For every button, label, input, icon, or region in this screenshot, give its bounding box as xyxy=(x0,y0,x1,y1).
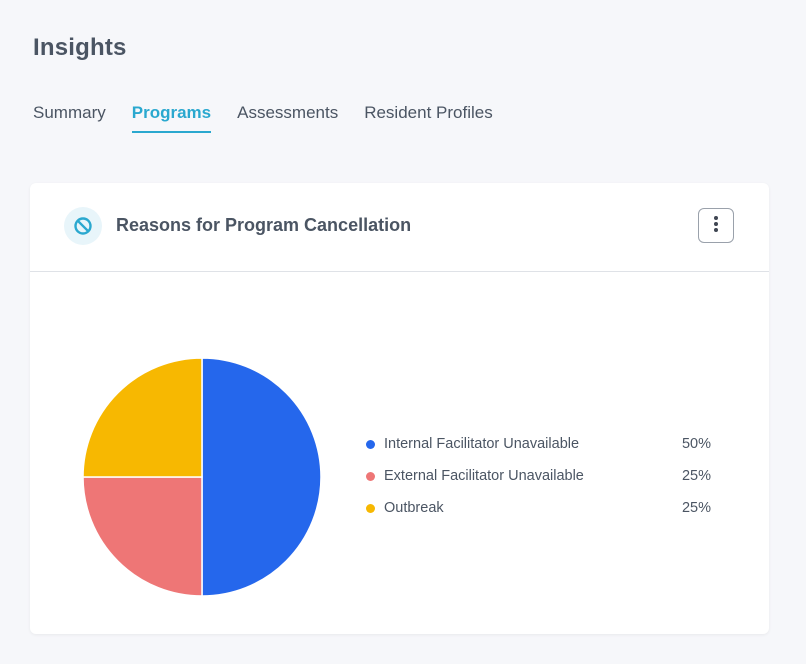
legend-item: External Facilitator Unavailable 25% xyxy=(366,460,711,492)
kebab-menu-icon xyxy=(713,215,719,236)
pie-chart xyxy=(82,357,322,602)
tab-programs[interactable]: Programs xyxy=(131,103,212,133)
program-cancellation-card: Reasons for Program Cancellation Interna… xyxy=(30,183,769,634)
legend-label: Internal Facilitator Unavailable xyxy=(384,436,580,452)
legend-value: 25% xyxy=(681,500,711,516)
card-title: Reasons for Program Cancellation xyxy=(116,215,412,235)
pie-chart-svg xyxy=(82,357,322,597)
tab-summary[interactable]: Summary xyxy=(33,103,106,122)
legend-item: Outbreak 25% xyxy=(366,492,711,524)
legend-value: 50% xyxy=(681,436,711,452)
page-title: Insights xyxy=(33,34,127,61)
card-menu-button[interactable] xyxy=(698,208,734,243)
tab-assessments[interactable]: Assessments xyxy=(237,103,339,122)
legend-item: Internal Facilitator Unavailable 50% xyxy=(366,428,711,460)
chart-legend: Internal Facilitator Unavailable 50% Ext… xyxy=(366,428,711,524)
legend-label: Outbreak xyxy=(384,500,444,516)
legend-dot-internal xyxy=(366,439,375,449)
pie-slice-external-facilitator-unavailable[interactable] xyxy=(82,476,203,597)
pie-slice-internal-facilitator-unavailable[interactable] xyxy=(201,357,322,597)
tab-resident-profiles[interactable]: Resident Profiles xyxy=(364,103,493,122)
pie-slice-outbreak[interactable] xyxy=(82,357,203,478)
legend-dot-outbreak xyxy=(366,503,375,513)
legend-dot-external xyxy=(366,471,375,481)
card-header: Reasons for Program Cancellation xyxy=(30,183,769,272)
insights-tabs: Summary Programs Assessments Resident Pr… xyxy=(33,103,519,133)
legend-value: 25% xyxy=(681,468,711,484)
legend-label: External Facilitator Unavailable xyxy=(384,468,584,484)
cancel-icon xyxy=(64,207,102,245)
